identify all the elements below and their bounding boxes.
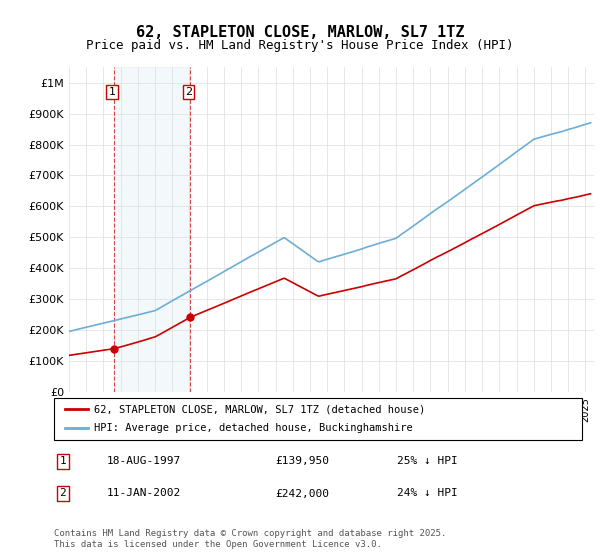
- Text: Contains HM Land Registry data © Crown copyright and database right 2025.
This d: Contains HM Land Registry data © Crown c…: [54, 529, 446, 549]
- Text: 2: 2: [59, 488, 66, 498]
- Text: HPI: Average price, detached house, Buckinghamshire: HPI: Average price, detached house, Buck…: [94, 423, 412, 433]
- Bar: [114, 67, 190, 392]
- Text: 62, STAPLETON CLOSE, MARLOW, SL7 1TZ: 62, STAPLETON CLOSE, MARLOW, SL7 1TZ: [136, 25, 464, 40]
- Text: 1: 1: [59, 456, 66, 466]
- Text: Price paid vs. HM Land Registry's House Price Index (HPI): Price paid vs. HM Land Registry's House …: [86, 39, 514, 52]
- Text: 2: 2: [185, 87, 192, 97]
- Text: 24% ↓ HPI: 24% ↓ HPI: [397, 488, 458, 498]
- Text: £242,000: £242,000: [276, 488, 330, 498]
- Text: 25% ↓ HPI: 25% ↓ HPI: [397, 456, 458, 466]
- Text: 62, STAPLETON CLOSE, MARLOW, SL7 1TZ (detached house): 62, STAPLETON CLOSE, MARLOW, SL7 1TZ (de…: [94, 404, 425, 414]
- FancyBboxPatch shape: [54, 398, 582, 440]
- Text: 11-JAN-2002: 11-JAN-2002: [107, 488, 181, 498]
- Text: 1: 1: [109, 87, 116, 97]
- Text: 18-AUG-1997: 18-AUG-1997: [107, 456, 181, 466]
- Text: £139,950: £139,950: [276, 456, 330, 466]
